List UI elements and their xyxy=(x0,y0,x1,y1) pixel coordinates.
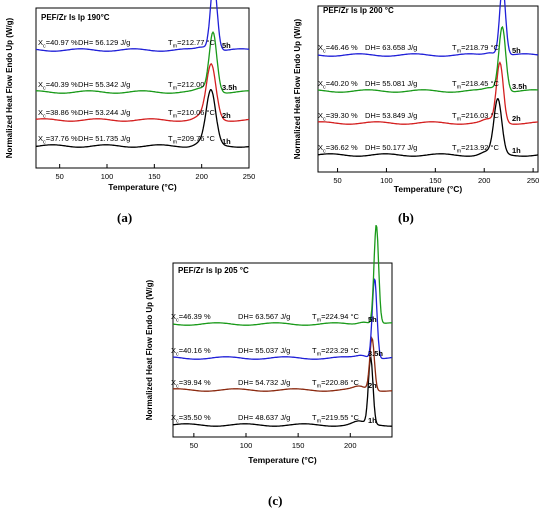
x-tick-label: 150 xyxy=(429,176,442,185)
series-line-3.5h xyxy=(317,25,538,93)
x-tick-label: 250 xyxy=(527,176,540,185)
series-line-5h xyxy=(317,0,539,57)
caption-c: (c) xyxy=(268,493,283,508)
x-tick-label: 50 xyxy=(333,176,341,185)
label-dh-5h: DH= 56.129 J/g xyxy=(78,38,130,47)
chart-panel-c: 50 100 150 200 Temperature (°C) Normalized He… xyxy=(145,224,393,465)
series-name-2h: 2h xyxy=(368,381,377,390)
label-tm-1h: Tm=209.76 °C xyxy=(168,134,215,146)
series-name-1h: 1h xyxy=(512,146,521,155)
label-dh-3.5h: DH= 55.081 J/g xyxy=(365,79,417,88)
series-name-5h: 5h xyxy=(222,41,231,50)
label-xc-1h: Xc=36.62 % xyxy=(318,143,358,155)
series-name-2h: 2h xyxy=(222,111,231,120)
x-axis-label: Temperature (°C) xyxy=(394,184,463,194)
plot-frame xyxy=(317,5,539,173)
label-xc-5h: Xc=46.46 % xyxy=(318,43,358,55)
label-dh-2h: DH= 54.732 J/g xyxy=(238,378,290,387)
label-xc-3.5h: Xc=40.39 % xyxy=(38,80,78,92)
plot-frame xyxy=(172,262,393,438)
series-line-2h xyxy=(35,63,250,122)
label-xc-2h: Xc=39.94 % xyxy=(171,378,211,390)
caption-b: (b) xyxy=(398,210,414,225)
label-xc-5h: Xc=40.97 % xyxy=(38,38,78,50)
label-tm-5h: Tm=224.94 °C xyxy=(312,312,359,324)
series-line-5h xyxy=(35,0,250,52)
y-axis-label: Normalized Heat Flow Endo Up (W/g) xyxy=(5,17,14,158)
label-tm-3.5h: Tm=223.29 °C xyxy=(312,346,359,358)
label-xc-5h: Xc=46.39 % xyxy=(171,312,211,324)
x-tick-label: 150 xyxy=(148,172,161,181)
x-tick-label: 150 xyxy=(292,441,305,450)
series-name-3.5h: 3.5h xyxy=(512,82,527,91)
label-xc-1h: Xc=35.50 % xyxy=(171,413,211,425)
label-dh-1h: DH= 50.177 J/g xyxy=(365,143,417,152)
label-tm-2h: Tm=216.03 °C xyxy=(452,111,499,123)
series-line-3.5h xyxy=(36,30,249,94)
x-axis-label: Temperature (°C) xyxy=(248,455,317,465)
label-tm-2h: Tm=220.86 °C xyxy=(312,378,359,390)
series-name-1h: 1h xyxy=(368,416,377,425)
label-xc-3.5h: Xc=40.16 % xyxy=(171,346,211,358)
chart-title: PEF/Zr Is Ip 190°C xyxy=(41,13,110,22)
label-tm-1h: Tm=219.55 °C xyxy=(312,413,359,425)
label-dh-5h: DH= 63.567 J/g xyxy=(238,312,290,321)
series-line-2h xyxy=(317,61,538,125)
label-dh-1h: DH= 48.637 J/g xyxy=(238,413,290,422)
x-tick-label: 100 xyxy=(101,172,114,181)
label-dh-1h: DH= 51.735 J/g xyxy=(78,134,130,143)
series-name-3.5h: 3.5h xyxy=(222,83,237,92)
chart-title: PEF/Zr Is Ip 200 °C xyxy=(323,6,394,15)
caption-a: (a) xyxy=(117,210,133,225)
series-name-3.5h: 3.5h xyxy=(368,349,383,358)
label-tm-1h: Tm=213.92 °C xyxy=(452,143,499,155)
label-tm-3.5h: Tm=212.00 xyxy=(168,80,204,92)
label-dh-3.5h: DH= 55.037 J/g xyxy=(238,346,290,355)
plot-frame xyxy=(35,7,250,169)
x-tick-label: 200 xyxy=(195,172,208,181)
label-tm-5h: Tm=218.79 °C xyxy=(452,43,499,55)
series-line-1h xyxy=(172,355,392,427)
label-xc-2h: Xc=38.86 % xyxy=(38,108,78,120)
series-name-1h: 1h xyxy=(222,137,231,146)
x-tick-label: 50 xyxy=(55,172,63,181)
label-dh-3.5h: DH= 55.342 J/g xyxy=(78,80,130,89)
label-xc-1h: Xc=37.76 % xyxy=(38,134,78,146)
x-tick-label: 250 xyxy=(243,172,256,181)
chart-title: PEF/Zr Is Ip 205 °C xyxy=(178,266,249,275)
label-tm-5h: Tm=212.77 °C xyxy=(168,38,215,50)
y-axis-label: Normalized Heat Flow Endo Up (W/g) xyxy=(293,18,302,159)
series-name-5h: 5h xyxy=(368,315,377,324)
series-line-1h xyxy=(35,88,250,148)
label-dh-5h: DH= 63.658 J/g xyxy=(365,43,417,52)
label-xc-3.5h: Xc=40.20 % xyxy=(318,79,358,91)
y-axis-label: Normalized Heat Flow Endo Up (W/g) xyxy=(145,279,154,420)
x-tick-label: 100 xyxy=(380,176,393,185)
chart-panel-b: 50 100 150 200 250 Temperature (°C) Normalized… xyxy=(293,0,539,194)
x-tick-label: 100 xyxy=(240,441,253,450)
x-tick-label: 200 xyxy=(344,441,357,450)
series-name-2h: 2h xyxy=(512,114,521,123)
x-tick-label: 200 xyxy=(478,176,491,185)
label-dh-2h: DH= 53.849 J/g xyxy=(365,111,417,120)
chart-panel-a: 50 100 150 200 250 Temperature (°C) Normalized… xyxy=(5,0,255,192)
series-line-3.5h xyxy=(172,278,393,360)
series-line-1h xyxy=(317,98,539,157)
series-line-2h xyxy=(172,336,393,392)
label-dh-2h: DH= 53.244 J/g xyxy=(78,108,130,117)
x-tick-label: 50 xyxy=(190,441,198,450)
label-xc-2h: Xc=39.30 % xyxy=(318,111,358,123)
series-line-5h xyxy=(172,224,392,326)
x-axis-label: Temperature (°C) xyxy=(108,182,177,192)
label-tm-3.5h: Tm=218.45 °C xyxy=(452,79,499,91)
series-name-5h: 5h xyxy=(512,46,521,55)
label-tm-2h: Tm=210.06 °C xyxy=(168,108,215,120)
